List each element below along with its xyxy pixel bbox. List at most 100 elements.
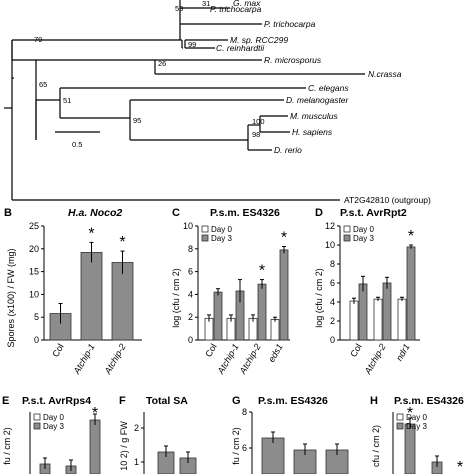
significance-star-H: * — [457, 459, 463, 474]
significance-star-D: * — [408, 228, 414, 245]
chart-title-g: P.s.m. ES4326 — [258, 395, 328, 407]
y-tick-label-D: 6 — [330, 278, 335, 288]
category-label-B: Atchip-2 — [102, 342, 128, 376]
bar-B — [80, 252, 103, 341]
bar-D — [406, 246, 416, 341]
scale-bar-label: 0.5 — [72, 140, 82, 149]
legend-swatch-E — [33, 422, 41, 430]
significance-star-B: * — [88, 225, 94, 242]
ylabel-c: log (cfu / cm 2) — [171, 268, 181, 328]
ylabel-b: Spores (x100) / FW (mg) — [6, 248, 16, 347]
bar-C — [257, 283, 267, 341]
bootstrap-51: 51 — [63, 96, 71, 105]
panel-letter-f: F — [119, 395, 126, 407]
y-tick-label-B: 0 — [34, 335, 39, 345]
taxon-label-ncra: N.crassa — [368, 69, 402, 79]
legend-swatch-H — [396, 413, 404, 421]
panel-letter-h: H — [370, 395, 378, 407]
ylabel-h: cfu / cm 2) — [371, 425, 381, 467]
panel-letter-g: G — [232, 395, 241, 407]
legend-label-E: Day 0 — [43, 413, 64, 422]
y-tick-label-F: 2 — [134, 423, 139, 433]
y-tick-label-C: 8 — [188, 244, 193, 254]
bootstrap-100: 100 — [252, 117, 265, 126]
y-tick-label-B: 15 — [29, 267, 39, 277]
y-tick-label-C: 2 — [188, 312, 193, 322]
panel-letter-c: C — [172, 207, 180, 219]
panel-letter-e: E — [2, 395, 9, 407]
panel-letter-d: D — [315, 207, 323, 219]
category-label-B: Atchip-1 — [71, 342, 97, 376]
significance-star-C: * — [281, 230, 287, 247]
bar-D — [373, 298, 383, 341]
chart-title-c: P.s.m. ES4326 — [210, 207, 280, 219]
bootstrap-65: 65 — [39, 80, 47, 89]
y-tick-label-C: 6 — [188, 267, 193, 277]
bar-D — [397, 298, 407, 341]
y-tick-label-D: 8 — [330, 259, 335, 269]
y-tick-label-F: 1 — [134, 457, 139, 467]
bar-C — [270, 319, 280, 341]
bar-E — [89, 419, 101, 474]
taxon-label-cele: C. elegans — [308, 83, 349, 93]
y-tick-label-C: 4 — [188, 289, 193, 299]
y-tick-label-C: 10 — [183, 221, 193, 231]
bar-D — [349, 300, 359, 341]
bar-C — [279, 249, 289, 341]
bootstrap-99: 99 — [188, 40, 196, 49]
taxon-label-rmic: R. microsporus — [264, 55, 322, 65]
legend-swatch-D — [343, 225, 351, 233]
bootstrap-26: 26 — [158, 59, 166, 68]
chart-title-d: P.s.t. AvrRpt2 — [340, 207, 407, 219]
y-tick-label-D: 0 — [330, 335, 335, 345]
category-label-D: ndr1 — [394, 342, 412, 363]
phylogenetic-tree — [4, 0, 365, 201]
legend-label-D: Day 3 — [353, 234, 374, 243]
ylabel-d: log (cfu / cm 2) — [314, 268, 324, 328]
significance-star-C: * — [259, 263, 265, 280]
y-tick-label-C: 0 — [188, 335, 193, 345]
legend-swatch-C — [201, 225, 209, 233]
bar-D — [358, 283, 368, 341]
y-tick-label-D: 4 — [330, 297, 335, 307]
legend-swatch-C — [201, 234, 209, 242]
y-tick-label-B: 25 — [29, 221, 39, 231]
y-tick-label-G: 8 — [242, 407, 247, 417]
legend-label-D: Day 0 — [353, 225, 374, 234]
chart-title-f: Total SA — [146, 395, 188, 407]
taxon-label-mmus: M. musculus — [290, 111, 338, 121]
chart-title-b: H.a. Noco2 — [68, 207, 122, 219]
y-tick-label-D: 10 — [325, 240, 335, 250]
taxon-label-ptri1: P. trichocarpa — [210, 4, 262, 14]
bootstrap-95: 95 — [133, 116, 141, 125]
significance-star-B: * — [119, 234, 125, 251]
legend-label-C: Day 3 — [211, 234, 232, 243]
taxon-label-outgroup: AT2G42810 (outgroup) — [344, 195, 431, 205]
category-label-B: Col — [50, 342, 65, 359]
y-tick-label-B: 5 — [34, 312, 39, 322]
ylabel-e: fu / cm 2) — [2, 427, 12, 465]
category-label-C: Atchip-2 — [237, 342, 263, 376]
taxon-label-dmel: D. melanogaster — [286, 95, 350, 105]
taxon-label-hsap: H. sapiens — [292, 127, 333, 137]
legend-label-H: Day 3 — [406, 422, 427, 431]
legend-label-C: Day 0 — [211, 225, 232, 234]
bootstrap-53: 53 — [175, 4, 183, 13]
category-label-D: Atchip-2 — [362, 342, 388, 376]
chart-title-h: P.s.m. ES4326 — [394, 395, 464, 407]
bar-B — [111, 262, 134, 341]
legend-label-H: Day 0 — [406, 413, 427, 422]
panel-letter-b: B — [4, 207, 12, 219]
taxon-label-crei: C. reinhardtii — [216, 43, 265, 53]
taxon-label-drer: D. rerio — [274, 145, 302, 155]
taxon-label-ptri2: P. trichocarpa — [264, 19, 316, 29]
taxon-label-gmax: G. max — [233, 0, 261, 8]
bootstrap-98: 98 — [252, 130, 260, 139]
bootstrap-31: 31 — [202, 0, 210, 8]
bootstrap-79: 79 — [34, 35, 42, 44]
y-tick-label-G: 6 — [242, 443, 247, 453]
y-tick-label-D: 12 — [325, 221, 335, 231]
y-tick-label-B: 20 — [29, 244, 39, 254]
bar-D — [382, 282, 392, 341]
